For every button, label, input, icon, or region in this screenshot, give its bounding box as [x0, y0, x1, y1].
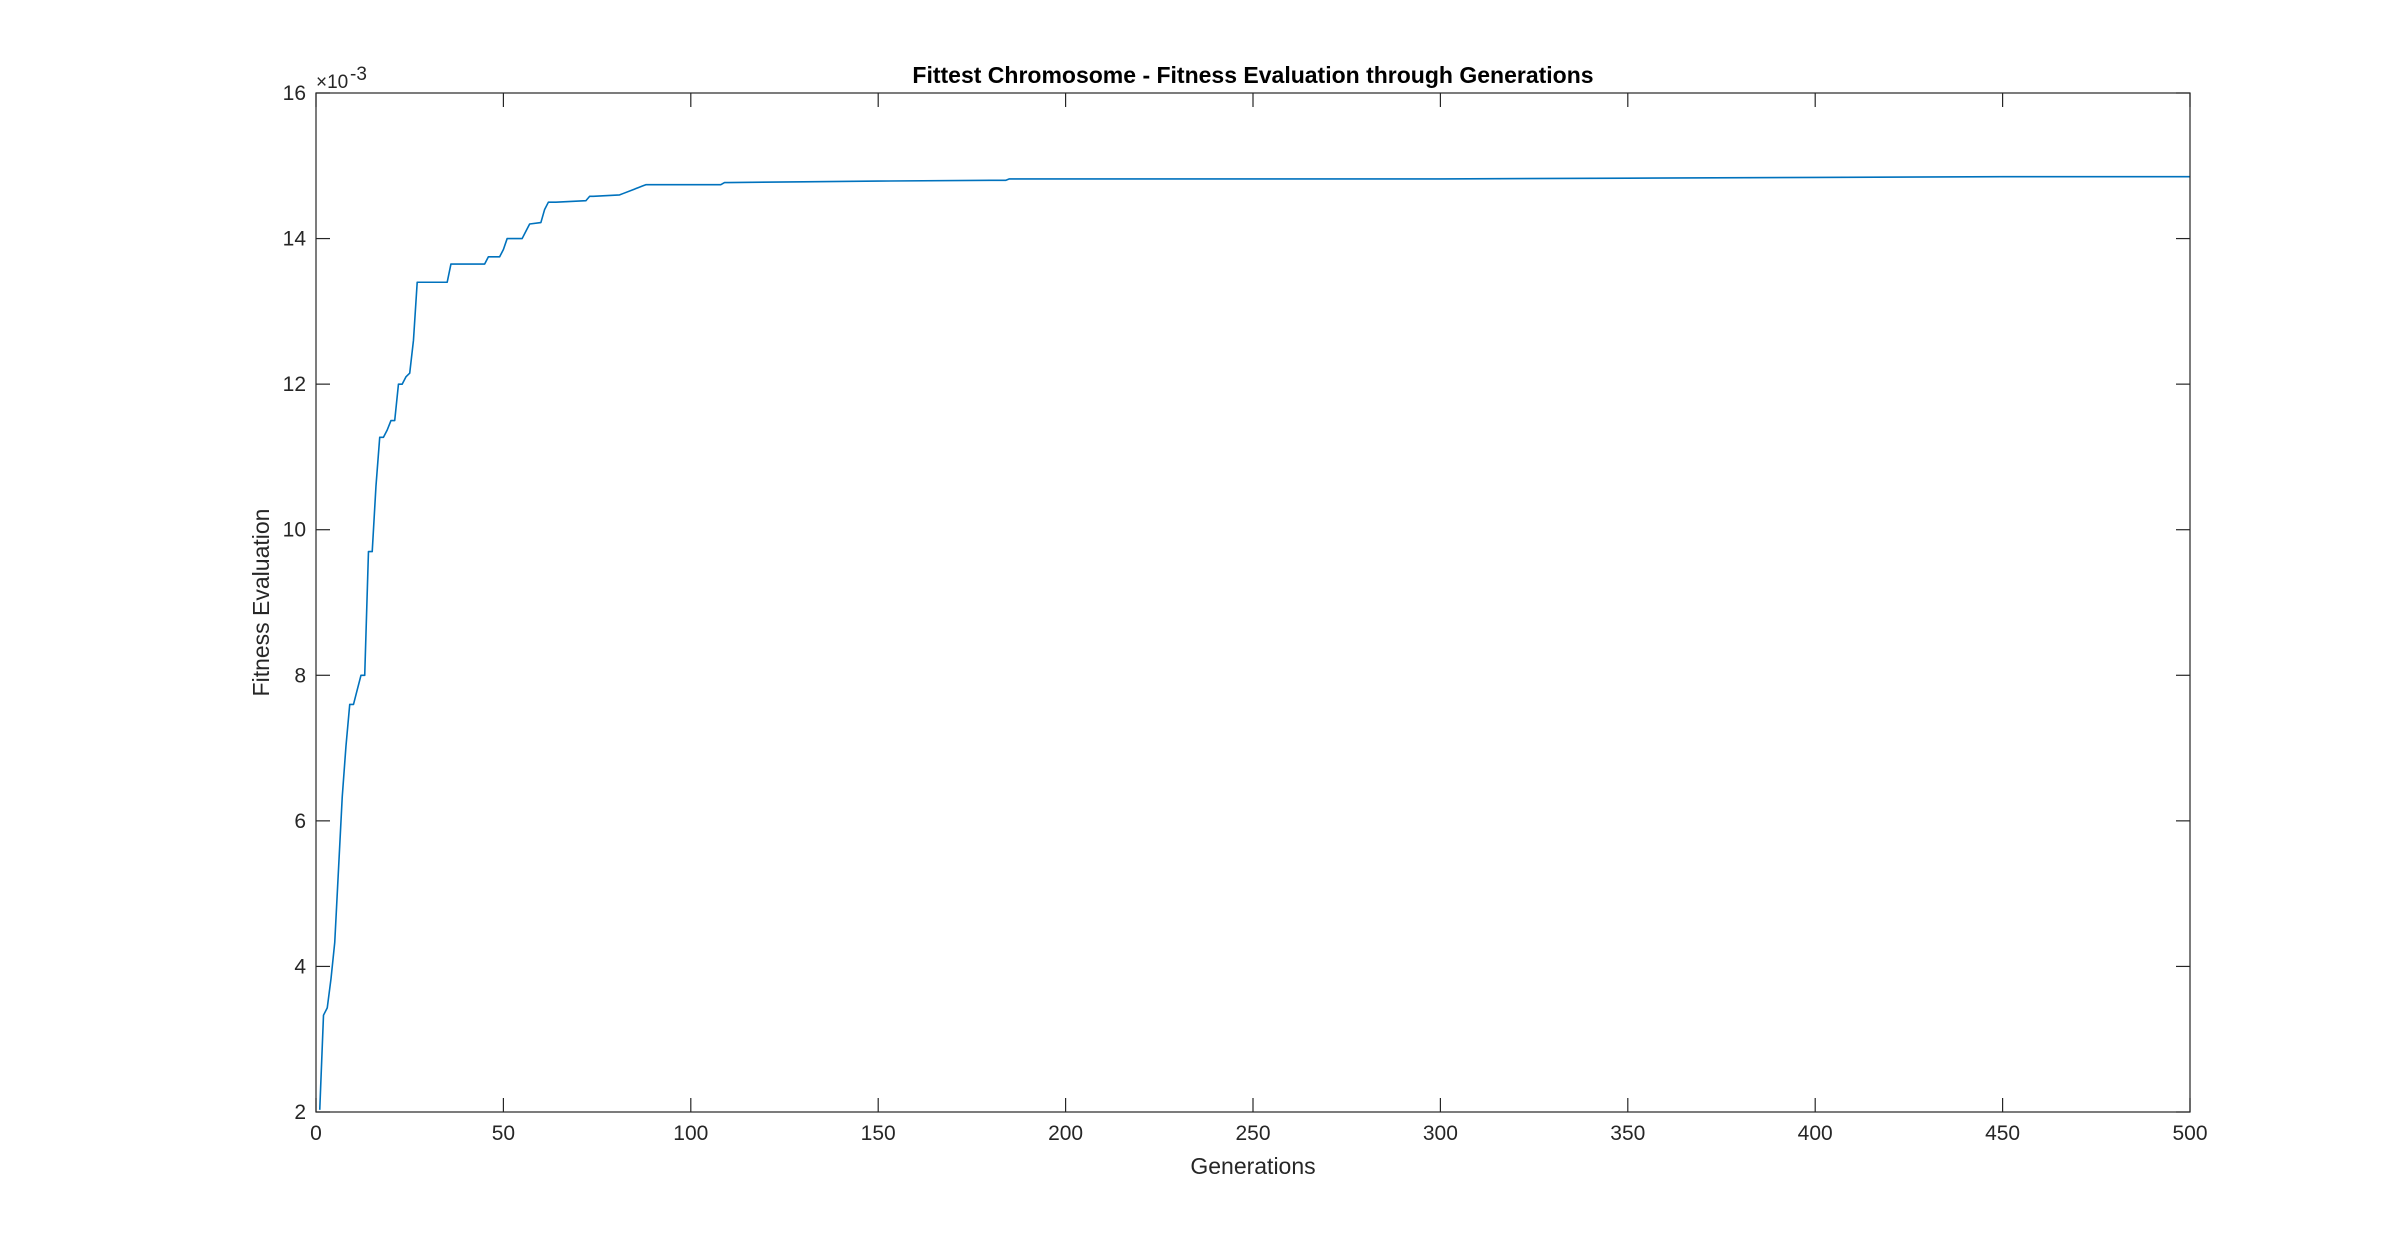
x-axis-title: Generations: [1190, 1153, 1315, 1179]
y-tick-label: 14: [283, 228, 307, 251]
y-tick-label: 16: [283, 82, 306, 105]
series-line-0: [318, 175, 2190, 1110]
x-tick-label: 250: [1235, 1122, 1270, 1145]
y-exponent-base: ×10: [316, 72, 348, 93]
x-tick-label: 450: [1985, 1122, 2020, 1145]
y-tick-label: 2: [294, 1101, 306, 1124]
x-tick-label: 0: [310, 1122, 322, 1145]
x-tick-label: 350: [1610, 1122, 1645, 1145]
x-tick-label: 400: [1798, 1122, 1833, 1145]
x-tick-label: 500: [2172, 1122, 2207, 1145]
y-axis: 2 4 6 8 10 12 14 16: [283, 82, 2190, 1124]
x-tick-label: 150: [861, 1122, 896, 1145]
y-tick-label: 4: [294, 955, 306, 978]
y-tick-label: 8: [294, 664, 306, 687]
y-tick-label: 10: [283, 519, 306, 542]
x-axis: 0 50 100 150 200 250 300 350 400 450 500: [310, 93, 2208, 1145]
y-axis-title: Fitness Evaluation: [248, 509, 274, 697]
x-tick-label: 100: [673, 1122, 708, 1145]
x-tick-label: 200: [1048, 1122, 1083, 1145]
x-tick-label: 50: [492, 1122, 515, 1145]
y-exponent-power: -3: [350, 64, 367, 85]
y-tick-label: 6: [294, 810, 306, 833]
plot-area: [316, 93, 2190, 1112]
x-tick-label: 300: [1423, 1122, 1458, 1145]
y-exponent-label: ×10 -3: [316, 64, 367, 93]
chart-title: Fittest Chromosome - Fitness Evaluation …: [912, 62, 1593, 88]
y-tick-label: 12: [283, 373, 306, 396]
series-layer: [318, 175, 2190, 1110]
